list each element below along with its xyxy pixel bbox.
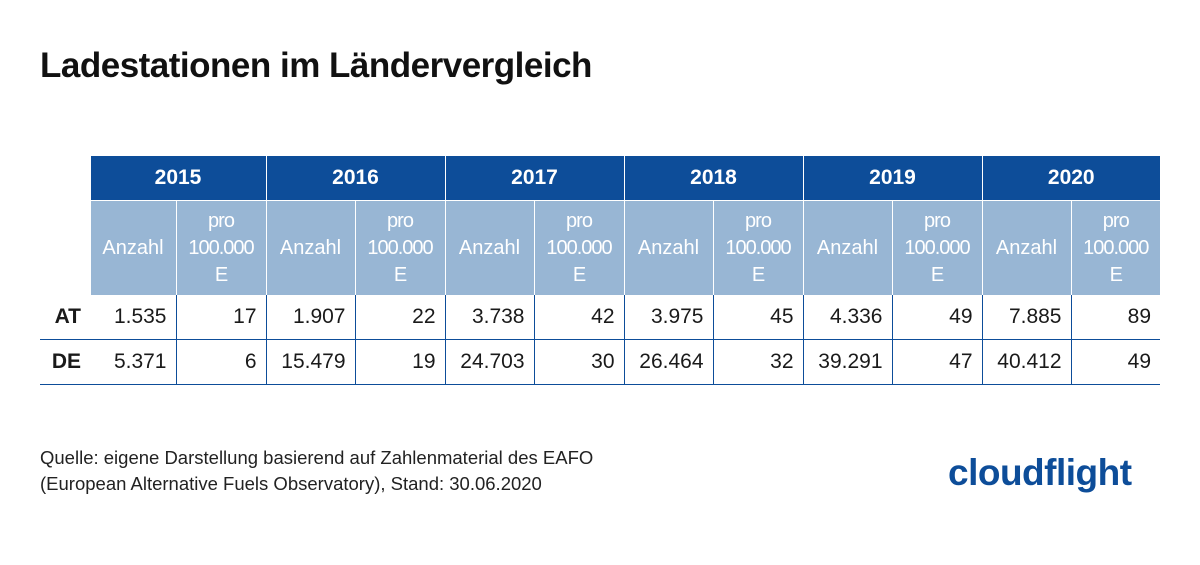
row-label: DE xyxy=(40,339,90,385)
per-capita-header: pro 100.000 E xyxy=(712,200,803,295)
per-capita-cell: 6 xyxy=(175,339,266,385)
comparison-table: 2015 2016 2017 2018 2019 2020 Anzahl pro… xyxy=(40,156,1160,385)
count-cell: 7.885 xyxy=(981,295,1071,340)
corner-cell xyxy=(40,201,90,296)
count-cell: 39.291 xyxy=(802,339,892,385)
year-header: 2015 xyxy=(89,156,266,201)
per-capita-header: pro 100.000 E xyxy=(533,200,624,295)
count-cell: 3.738 xyxy=(444,295,534,340)
year-header-row: 2015 2016 2017 2018 2019 2020 xyxy=(40,156,1160,201)
year-header: 2019 xyxy=(802,156,982,201)
per-capita-header: pro 100.000 E xyxy=(175,200,266,295)
per-capita-cell: 42 xyxy=(533,295,624,340)
cloudflight-logo: cloudflight xyxy=(948,452,1132,493)
per-capita-header: pro 100.000 E xyxy=(1070,200,1160,295)
count-cell: 5.371 xyxy=(90,339,176,385)
per-capita-header: pro 100.000 E xyxy=(354,200,445,295)
table-row: DE 5.371 6 15.479 19 24.703 30 26.464 32… xyxy=(40,339,1160,385)
count-cell: 40.412 xyxy=(981,339,1071,385)
source-line: (European Alternative Fuels Observatory)… xyxy=(40,473,542,494)
year-header: 2017 xyxy=(444,156,624,201)
page-title: Ladestationen im Ländervergleich xyxy=(40,46,592,85)
source-note: Quelle: eigene Darstellung basierend auf… xyxy=(40,445,593,497)
table-row: AT 1.535 17 1.907 22 3.738 42 3.975 45 4… xyxy=(40,295,1160,340)
year-header: 2018 xyxy=(623,156,803,201)
count-cell: 1.907 xyxy=(265,295,355,340)
count-cell: 1.535 xyxy=(90,295,176,340)
per-capita-cell: 47 xyxy=(891,339,982,385)
year-header: 2020 xyxy=(981,156,1160,201)
count-cell: 3.975 xyxy=(623,295,713,340)
row-label: AT xyxy=(40,295,90,340)
per-capita-cell: 17 xyxy=(175,295,266,340)
count-header: Anzahl xyxy=(802,200,892,295)
per-capita-cell: 45 xyxy=(712,295,803,340)
per-capita-cell: 89 xyxy=(1070,295,1160,340)
per-capita-header: pro 100.000 E xyxy=(891,200,982,295)
count-cell: 15.479 xyxy=(265,339,355,385)
per-capita-cell: 22 xyxy=(354,295,445,340)
year-header: 2016 xyxy=(265,156,445,201)
sub-header-row: Anzahl pro 100.000 E Anzahl pro 100.000 E An… xyxy=(40,200,1160,296)
count-header: Anzahl xyxy=(981,200,1071,295)
count-cell: 4.336 xyxy=(802,295,892,340)
count-header: Anzahl xyxy=(623,200,713,295)
count-cell: 26.464 xyxy=(623,339,713,385)
per-capita-cell: 32 xyxy=(712,339,803,385)
per-capita-cell: 19 xyxy=(354,339,445,385)
count-header: Anzahl xyxy=(265,200,355,295)
per-capita-cell: 49 xyxy=(1070,339,1160,385)
source-line: Quelle: eigene Darstellung basierend auf… xyxy=(40,447,594,468)
per-capita-cell: 49 xyxy=(891,295,982,340)
count-header: Anzahl xyxy=(89,200,176,295)
count-cell: 24.703 xyxy=(444,339,534,385)
per-capita-cell: 30 xyxy=(533,339,624,385)
corner-cell xyxy=(40,156,90,201)
count-header: Anzahl xyxy=(444,200,534,295)
